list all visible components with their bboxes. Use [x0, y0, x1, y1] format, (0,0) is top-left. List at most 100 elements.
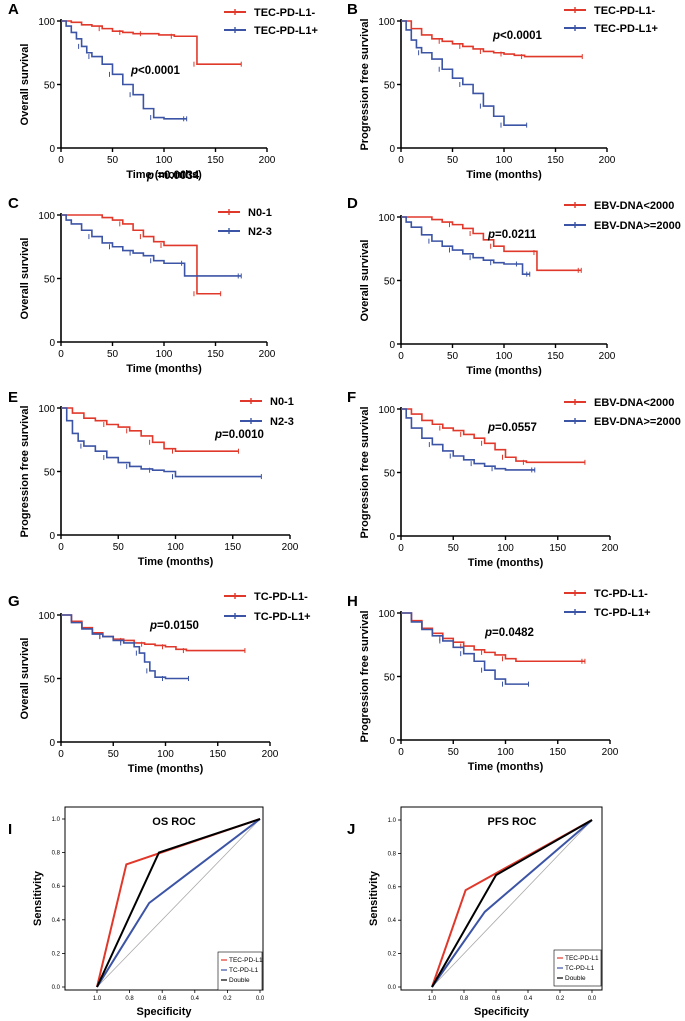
legend-label: Double	[565, 975, 586, 982]
legend-label: TC-PD-L1	[229, 967, 259, 974]
survival-curve-N0-1	[61, 407, 239, 452]
roc-curve-Double	[96, 818, 261, 988]
legend-label: TC-PD-L1+	[594, 607, 651, 619]
roc-panel-J: J PFS ROC 0.0 0.2 0.4 0.6 0.8 1.0 1.0 0.8 0.6 0.4 0.…	[347, 806, 603, 1018]
p-value-symbol: p	[487, 422, 495, 434]
y-tick-label: 0.8	[388, 851, 397, 857]
survival-curve-N0-1	[61, 214, 221, 295]
legend-label: N0-1	[248, 207, 272, 219]
p-value-annotation: p<0.0001	[492, 30, 543, 42]
legend-label: TC-PD-L1-	[594, 588, 648, 600]
legend-label: EBV-DNA<2000	[594, 397, 674, 409]
x-tick-label: 200	[602, 747, 619, 758]
y-axis-title: Sensitivity	[368, 870, 380, 926]
p-value-symbol: p	[146, 170, 154, 182]
x-tick-label: 100	[156, 349, 173, 360]
survival-curve-TEC-PD-L1+	[401, 20, 527, 126]
x-tick-label: 150	[207, 155, 224, 166]
panel-letter: B	[347, 1, 358, 18]
p-value-text: =0.0482	[492, 627, 534, 639]
km-panel-G: G 0 50 100 150 200 0 50 100 Time (months) Overall …	[8, 591, 311, 775]
y-tick-label: 0	[389, 532, 395, 543]
y-axis-title: Progression free survival	[359, 406, 371, 538]
x-tick-label: 100	[157, 749, 174, 760]
y-tick-label: 0.4	[52, 918, 61, 924]
y-tick-label: 50	[384, 469, 396, 480]
x-tick-label: 100	[167, 542, 184, 553]
y-tick-label: 0	[49, 144, 55, 155]
y-tick-label: 0.6	[52, 884, 61, 890]
p-value-text: =0.0010	[222, 429, 264, 441]
x-tick-label: 0	[58, 349, 64, 360]
x-tick-label: 0	[398, 155, 404, 166]
x-tick-label: 50	[448, 543, 460, 554]
x-axis-title: Time (months)	[128, 763, 204, 775]
y-tick-label: 0	[389, 340, 395, 351]
p-value-symbol: p	[492, 30, 500, 42]
y-tick-label: 0.6	[388, 885, 397, 891]
km-panel-E: E 0 50 100 150 200 0 50 100 Time (months) Progress…	[8, 389, 299, 568]
x-tick-label: 100	[497, 747, 514, 758]
x-tick-label: 0.0	[256, 996, 265, 1002]
plot-frame	[64, 806, 264, 991]
p-value-symbol: p	[484, 627, 492, 639]
km-panel-A: A 0 50 100 150 200 0 50 100 Time (months) Overall …	[8, 1, 318, 181]
x-tick-label: 0.4	[191, 996, 200, 1002]
x-axis-title: Time (months)	[466, 365, 542, 377]
x-tick-label: 150	[209, 749, 226, 760]
x-tick-label: 1.0	[428, 996, 437, 1002]
x-tick-label: 50	[107, 155, 119, 166]
survival-curve-TC-PD-L1-	[61, 614, 245, 652]
panel-letter: F	[347, 389, 356, 406]
x-tick-label: 150	[224, 542, 241, 553]
y-tick-label: 0.0	[388, 985, 397, 991]
y-tick-label: 100	[38, 404, 55, 415]
y-tick-label: 50	[44, 675, 56, 686]
x-tick-label: 50	[447, 155, 459, 166]
p-value-text: =0.0211	[495, 229, 537, 241]
panel-letter: E	[8, 389, 18, 406]
x-tick-label: 0	[58, 749, 64, 760]
reference-diagonal	[96, 818, 261, 988]
legend-label: Double	[229, 977, 250, 984]
legend-label: N2-3	[248, 226, 272, 238]
x-tick-label: 0	[398, 351, 404, 362]
y-tick-label: 0	[49, 338, 55, 349]
y-tick-label: 0.0	[52, 985, 61, 991]
survival-curve-N2-3	[61, 214, 242, 277]
p-value-text: <0.0001	[500, 30, 542, 42]
y-tick-label: 0.8	[52, 851, 61, 857]
x-tick-label: 150	[549, 747, 566, 758]
survival-curve-TEC-PD-L1-	[401, 20, 583, 58]
km-panel-B: B 0 50 100 150 200 0 50 100 Time (months) Progress…	[347, 1, 658, 181]
y-tick-label: 50	[384, 673, 396, 684]
p-value-text: <0.0001	[138, 65, 180, 77]
x-tick-label: 150	[547, 155, 564, 166]
y-axis-title: Overall survival	[19, 44, 31, 126]
y-tick-label: 100	[38, 611, 55, 622]
panel-letter: A	[8, 1, 19, 18]
y-tick-label: 50	[384, 277, 396, 288]
x-axis-title: Specificity	[474, 1006, 530, 1018]
x-tick-label: 50	[108, 749, 120, 760]
p-value-text: =0.0034	[154, 170, 200, 182]
x-tick-label: 100	[156, 155, 173, 166]
p-value-annotation: p=0.0557	[487, 422, 537, 434]
x-tick-label: 0.8	[125, 996, 134, 1002]
legend-label: N0-1	[270, 396, 294, 408]
legend-label: TEC-PD-L1+	[594, 23, 658, 35]
x-tick-label: 100	[496, 155, 513, 166]
p-value-annotation: p<0.0001	[130, 65, 181, 77]
x-tick-label: 50	[113, 542, 125, 553]
x-tick-label: 0.4	[524, 996, 533, 1002]
x-tick-label: 0.6	[492, 996, 501, 1002]
roc-title: PFS ROC	[488, 816, 537, 828]
survival-curve-N2-3	[61, 407, 262, 478]
x-tick-label: 0	[58, 542, 64, 553]
x-tick-label: 0.0	[588, 996, 597, 1002]
y-axis-title: Progression free survival	[19, 405, 31, 537]
x-tick-label: 100	[497, 543, 514, 554]
y-tick-label: 100	[378, 17, 395, 28]
survival-curve-TEC-PD-L1+	[61, 20, 187, 120]
y-tick-label: 100	[378, 213, 395, 224]
